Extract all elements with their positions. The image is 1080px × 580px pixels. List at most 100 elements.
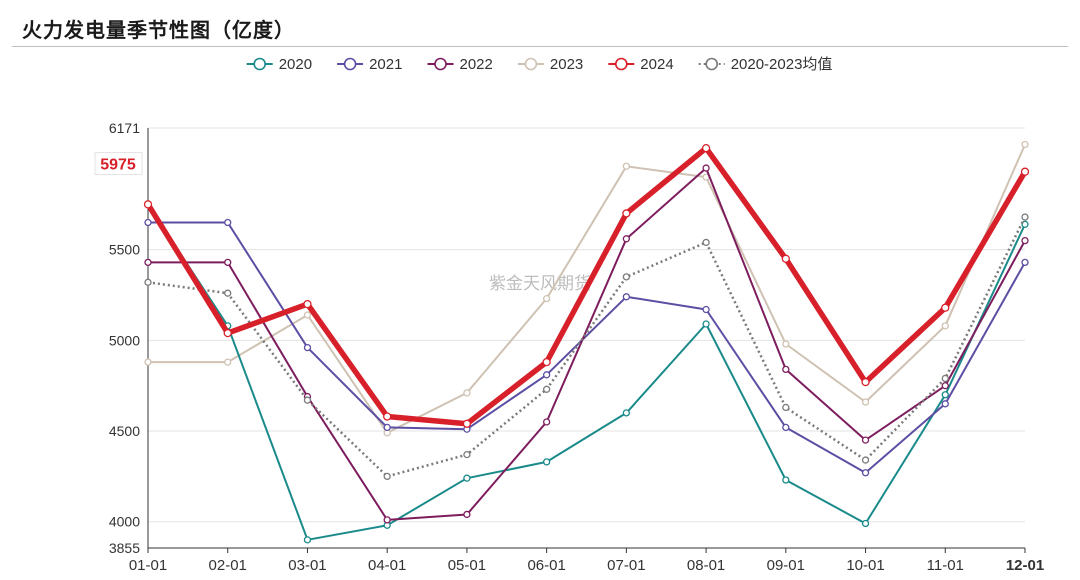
y-highlight-label: 5975 (100, 157, 136, 174)
axis-layer: 3855 4000 4500 5000 5500 6171 5975 01-01 02-01 03… (94, 120, 1044, 574)
series-2020-2023均值 (144, 213, 1029, 481)
y-tick-label: 6171 (109, 120, 140, 136)
data-point (941, 303, 950, 312)
watermark: 紫金天风期货 (489, 274, 591, 294)
series-line-2024 (145, 145, 1028, 427)
y-tick-label: 3855 (109, 540, 140, 556)
data-point (941, 382, 949, 390)
x-tick-label: 05-01 (448, 557, 486, 574)
data-point (782, 340, 790, 348)
series-line-2023 (148, 144, 1026, 434)
x-tick-label: 04-01 (368, 557, 406, 574)
legend-item-2024[interactable]: 2024 (608, 56, 674, 73)
data-point (1021, 140, 1029, 149)
x-tick-label: 10-01 (846, 557, 884, 574)
data-point (782, 403, 790, 412)
series-line-2020 (147, 203, 1026, 541)
series-2020 (144, 200, 1029, 544)
data-point (542, 385, 551, 393)
data-point (622, 209, 631, 218)
data-point (463, 389, 471, 397)
data-point (941, 374, 949, 383)
data-point (303, 396, 312, 404)
legend-label: 2021 (369, 56, 402, 73)
legend-label: 2023 (550, 56, 583, 73)
data-point (542, 357, 551, 367)
data-point (144, 358, 152, 366)
data-point (622, 235, 631, 243)
data-point (702, 320, 710, 328)
legend-label: 2024 (640, 56, 673, 73)
x-tick-label: 12-01 (1006, 557, 1044, 574)
data-point (383, 412, 392, 421)
x-tick-label: 01-01 (129, 557, 167, 574)
data-point (303, 299, 312, 309)
legend-item-2021[interactable]: 2021 (337, 56, 402, 73)
data-point (463, 510, 471, 519)
data-point (303, 536, 312, 544)
legend-label: 2020-2023均值 (731, 56, 833, 73)
data-point (941, 400, 949, 408)
data-point (383, 423, 391, 432)
data-point (782, 423, 790, 432)
data-point (542, 294, 551, 303)
chart-title: 火力发电量季节性图（亿度） (22, 18, 295, 42)
data-point (782, 365, 790, 374)
data-point (224, 289, 232, 297)
legend: 2020 2021 2022 2023 2024 2020-2023均值 (246, 56, 833, 73)
data-point (303, 343, 312, 352)
data-point (1021, 236, 1029, 245)
x-tick-label: 06-01 (527, 557, 565, 574)
data-point (462, 419, 472, 428)
data-point (861, 469, 870, 477)
data-point (224, 218, 232, 227)
data-point (143, 200, 153, 209)
data-point (702, 164, 710, 172)
legend-marker (434, 57, 447, 71)
legend-item-2020[interactable]: 2020 (246, 56, 312, 73)
y-tick-label: 4500 (109, 423, 140, 439)
data-point (861, 519, 870, 528)
y-tick-label: 5000 (109, 332, 140, 348)
data-point (144, 218, 152, 227)
legend-item-2020-2023均值[interactable]: 2020-2023均值 (698, 56, 833, 73)
legend-item-2022[interactable]: 2022 (427, 56, 493, 73)
x-tick-label: 07-01 (607, 557, 645, 574)
data-point (702, 305, 710, 314)
title-divider (12, 46, 1068, 47)
data-point (622, 409, 631, 417)
data-point (782, 476, 790, 484)
data-point (144, 258, 152, 267)
legend-item-2023[interactable]: 2023 (517, 56, 583, 73)
data-point (463, 450, 471, 459)
series-line-2020-2023均值 (147, 216, 1027, 478)
data-point (542, 371, 551, 379)
x-tick-label: 02-01 (209, 557, 247, 574)
legend-marker (253, 57, 267, 71)
series-2021 (144, 218, 1029, 477)
data-point (861, 436, 870, 444)
data-point (941, 322, 949, 330)
legend-label: 2020 (279, 56, 312, 73)
data-point (1021, 258, 1029, 267)
data-point (702, 238, 710, 247)
series-layer (143, 140, 1030, 544)
data-point (941, 391, 949, 399)
data-point (861, 456, 870, 464)
data-point (303, 311, 312, 319)
series-2022 (144, 164, 1029, 524)
y-tick-label: 5500 (109, 242, 140, 258)
series-2024 (143, 143, 1030, 428)
data-point (383, 472, 391, 481)
data-point (622, 162, 631, 170)
data-point (144, 278, 152, 286)
legend-marker (343, 57, 357, 71)
y-highlight-box (94, 152, 143, 176)
y-tick-label: 4000 (109, 514, 140, 530)
x-tick-label: 11-01 (927, 557, 964, 574)
series-2023 (144, 140, 1029, 437)
data-point (224, 258, 232, 267)
data-point (861, 377, 870, 387)
data-point (622, 293, 631, 301)
x-tick-label: 08-01 (687, 557, 725, 574)
